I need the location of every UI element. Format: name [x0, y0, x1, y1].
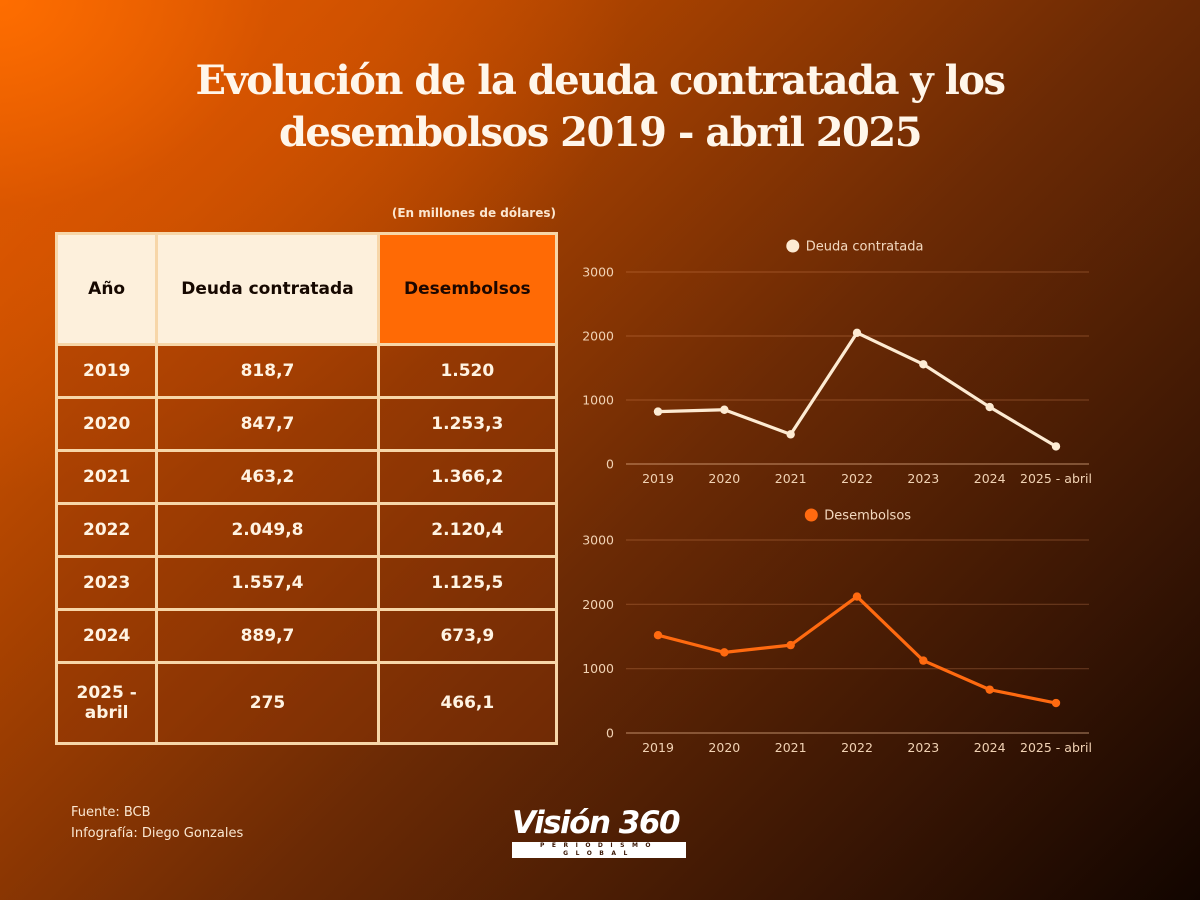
cell-year-line-2: abril	[84, 703, 129, 723]
cell-deuda: 889,7	[155, 608, 380, 664]
page-title: Evolución de la deuda contratada y los d…	[0, 55, 1200, 159]
table-row: 2022 2.049,8 2.120,4	[54, 502, 559, 558]
data-point	[653, 407, 663, 416]
table-row: 2025 - abril 275 466,1	[54, 661, 559, 745]
x-tick-label: 2023	[907, 471, 939, 486]
x-tick-label: 2023	[907, 740, 939, 755]
cell-desembolsos: 1.520	[376, 343, 559, 399]
logo-name: Visión 360	[512, 805, 681, 841]
data-point	[1051, 698, 1061, 708]
footer: Fuente: BCB Infografía: Diego Gonzales	[71, 802, 243, 844]
y-tick-label: 1000	[582, 661, 614, 676]
data-point	[720, 648, 729, 657]
data-point	[852, 328, 862, 338]
data-point	[919, 360, 928, 369]
legend-label: Desembolsos	[824, 509, 911, 524]
table-row: 2021 463,2 1.366,2	[54, 449, 559, 505]
x-tick-label: 2024	[974, 740, 1006, 755]
legend: Desembolsos	[804, 508, 911, 524]
credit-note: Infografía: Diego Gonzales	[71, 826, 244, 841]
x-tick-label: 2021	[775, 740, 807, 755]
legend: Deuda contratada	[786, 239, 924, 255]
source-note: Fuente: BCB	[71, 805, 151, 820]
x-tick-label: 2019	[642, 740, 674, 755]
header-desembolsos: Desembolsos	[376, 232, 559, 346]
y-tick-label: 0	[606, 726, 614, 741]
cell-desembolsos: 2.120,4	[376, 502, 559, 558]
chart-2: 0 1000 2000 3000 2019 2020 2021 2022 2023 2024 202…	[582, 508, 1092, 755]
x-tick-label: 2020	[708, 740, 740, 755]
cell-deuda: 1.557,4	[155, 555, 380, 611]
x-tick-label: 2025 - abril	[1020, 740, 1092, 755]
y-tick-label: 1000	[582, 393, 614, 408]
x-tick-label: 2022	[841, 740, 873, 755]
y-tick-label: 2000	[582, 329, 614, 344]
data-point	[786, 430, 795, 439]
series-line	[656, 331, 1058, 448]
cell-year: 2022	[54, 502, 159, 558]
header-deuda: Deuda contratada	[155, 232, 380, 346]
cell-desembolsos: 466,1	[376, 661, 559, 745]
table-row: 2019 818,7 1.520	[54, 343, 559, 399]
cell-year: 2024	[54, 608, 159, 664]
chart-1: 0 1000 2000 3000 2019 2020 2021 2022 2023 2024 202…	[582, 239, 1092, 486]
cell-year: 2020	[54, 396, 159, 452]
cell-deuda: 2.049,8	[155, 502, 380, 558]
cell-desembolsos: 1.253,3	[376, 396, 559, 452]
cell-year: 2021	[54, 449, 159, 505]
cell-deuda: 818,7	[155, 343, 380, 399]
cell-year: 2019	[54, 343, 159, 399]
data-point	[1051, 442, 1061, 451]
cell-desembolsos: 673,9	[376, 608, 559, 664]
data-point	[786, 640, 795, 650]
x-tick-label: 2025 - abril	[1020, 471, 1092, 486]
cell-deuda: 847,7	[155, 396, 380, 452]
cell-deuda: 463,2	[155, 449, 380, 505]
cell-year: 2025 - abril	[54, 661, 159, 745]
cell-desembolsos: 1.125,5	[376, 555, 559, 611]
cell-desembolsos: 1.366,2	[376, 449, 559, 505]
x-tick-label: 2020	[708, 471, 740, 486]
table-row: 2023 1.557,4 1.125,5	[54, 555, 559, 611]
data-point	[919, 656, 928, 665]
y-tick-label: 3000	[582, 265, 614, 280]
legend-label: Deuda contratada	[806, 240, 924, 255]
series-line	[656, 594, 1058, 705]
y-tick-label: 3000	[582, 533, 614, 548]
data-table: Año Deuda contratada Desembolsos 2019 81…	[54, 232, 559, 745]
title-line-1: Evolución de la deuda contratada y los	[195, 57, 1006, 104]
brand-logo: Visión 360 PERIODISMO GLOBAL	[512, 806, 692, 858]
x-tick-label: 2019	[642, 471, 674, 486]
data-point	[720, 405, 729, 414]
data-point	[985, 685, 994, 694]
cell-deuda: 275	[155, 661, 380, 745]
legend-marker-icon	[786, 239, 800, 253]
title-line-2: desembolsos 2019 - abril 2025	[278, 109, 923, 156]
logo-tagline: PERIODISMO GLOBAL	[512, 842, 686, 858]
table-row: 2020 847,7 1.253,3	[54, 396, 559, 452]
cell-year-line-1: 2025 -	[76, 683, 137, 703]
x-tick-label: 2022	[841, 471, 873, 486]
table-row: 2024 889,7 673,9	[54, 608, 559, 664]
units-note: (En millones de dólares)	[391, 206, 556, 220]
x-tick-label: 2021	[775, 471, 807, 486]
legend-marker-icon	[804, 508, 818, 522]
x-tick-label: 2024	[974, 471, 1006, 486]
data-point	[653, 631, 663, 640]
y-tick-label: 0	[606, 457, 614, 472]
data-point	[852, 592, 862, 601]
data-point	[985, 402, 994, 412]
cell-year: 2023	[54, 555, 159, 611]
header-year: Año	[54, 232, 159, 346]
table-header-row: Año Deuda contratada Desembolsos	[54, 232, 559, 346]
y-tick-label: 2000	[582, 597, 614, 612]
